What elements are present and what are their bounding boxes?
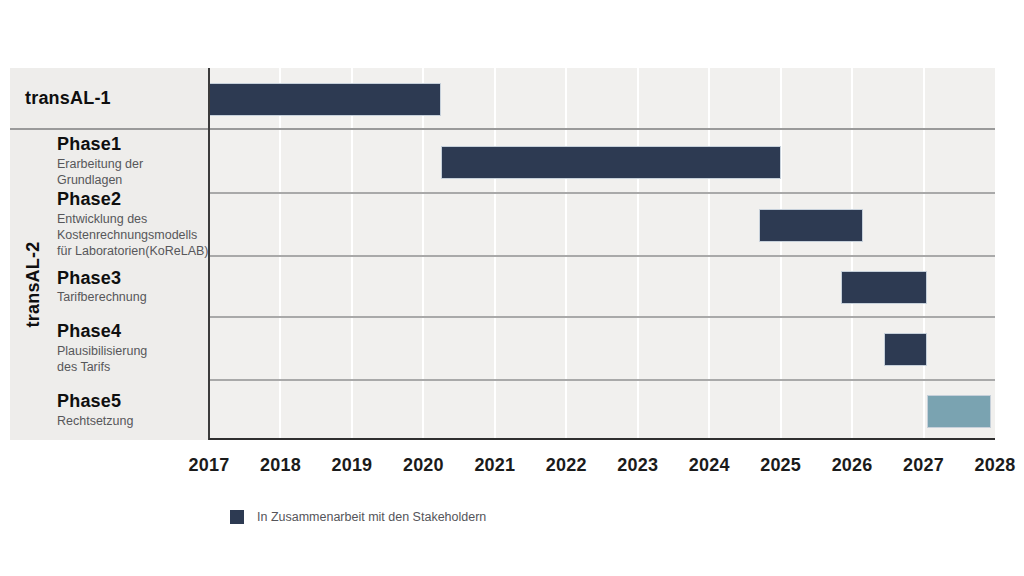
x-tick-2018: 2018 [260, 455, 301, 476]
gantt-bar-phase5 [927, 395, 991, 428]
gridline-2021 [494, 68, 496, 440]
phase-label-rows: Phase1Erarbeitung der GrundlagenPhase2En… [10, 129, 209, 440]
row-divider-2 [209, 255, 995, 257]
phase-description: Tarifberechnung [57, 289, 209, 305]
transal1-label: transAL-1 [25, 88, 111, 109]
gridline-2022 [565, 68, 567, 440]
gridline-2027 [923, 68, 925, 440]
row-label-phase3: Phase3Tarifberechnung [10, 256, 209, 317]
gantt-bar-phase1 [441, 146, 780, 179]
phase-description: Plausibilisierung des Tarifs [57, 343, 209, 376]
row-divider-4 [209, 379, 995, 381]
phase-description: Erarbeitung der Grundlagen [57, 156, 209, 189]
gantt-bar-phase4 [884, 333, 927, 366]
x-tick-2024: 2024 [689, 455, 730, 476]
gridline-2023 [637, 68, 639, 440]
phase-description: Rechtsetzung [57, 413, 209, 429]
x-tick-2022: 2022 [546, 455, 587, 476]
x-axis-tick-labels: 2017 2018 2019 2020 2021 2022 2023 2024 2025 2026… [0, 455, 1024, 483]
legend: In Zusammenarbeit mit den Stakeholdern [230, 510, 486, 524]
gridline-2019 [351, 68, 353, 440]
x-tick-2026: 2026 [832, 455, 873, 476]
row-label-phase1: Phase1Erarbeitung der Grundlagen [10, 129, 209, 193]
gridline-2018 [279, 68, 281, 440]
x-tick-2017: 2017 [189, 455, 230, 476]
x-tick-2028: 2028 [975, 455, 1016, 476]
y-axis-line [208, 68, 210, 440]
divider-transal1-transal2 [10, 128, 995, 130]
legend-label: In Zusammenarbeit mit den Stakeholdern [257, 510, 486, 524]
gridline-2024 [708, 68, 710, 440]
row-label-phase4: Phase4Plausibilisierung des Tarifs [10, 317, 209, 380]
gantt-bar-transal1 [209, 83, 441, 116]
phase-title: Phase1 [57, 134, 209, 155]
x-tick-2023: 2023 [617, 455, 658, 476]
x-tick-2027: 2027 [903, 455, 944, 476]
gridline-2025 [780, 68, 782, 440]
row-label-panel: transAL-1 Phase1Erarbeitung der Grundlag… [10, 68, 209, 440]
phase-title: Phase4 [57, 321, 209, 342]
gantt-chart: transAL-1 Phase1Erarbeitung der Grundlag… [0, 0, 1024, 576]
plot-area [209, 68, 995, 440]
legend-swatch [230, 510, 244, 524]
row-divider-1 [209, 192, 995, 194]
row-label-phase5: Phase5Rechtsetzung [10, 380, 209, 440]
phase-title: Phase5 [57, 391, 209, 412]
phase-title: Phase2 [57, 189, 209, 210]
gantt-bar-phase2 [759, 209, 863, 242]
phase-title: Phase3 [57, 268, 209, 289]
x-tick-2019: 2019 [331, 455, 372, 476]
gantt-bar-phase3 [841, 271, 927, 304]
x-tick-2021: 2021 [474, 455, 515, 476]
x-axis-line [209, 438, 995, 440]
phase-description: Entwicklung des Kostenrechnungsmodells f… [57, 211, 209, 260]
x-tick-2020: 2020 [403, 455, 444, 476]
row-divider-3 [209, 316, 995, 318]
x-tick-2025: 2025 [760, 455, 801, 476]
gridline-2026 [851, 68, 853, 440]
gridline-2020 [422, 68, 424, 440]
row-label-transal1: transAL-1 [10, 68, 209, 129]
row-label-phase2: Phase2Entwicklung des Kostenrechnungsmod… [10, 193, 209, 256]
